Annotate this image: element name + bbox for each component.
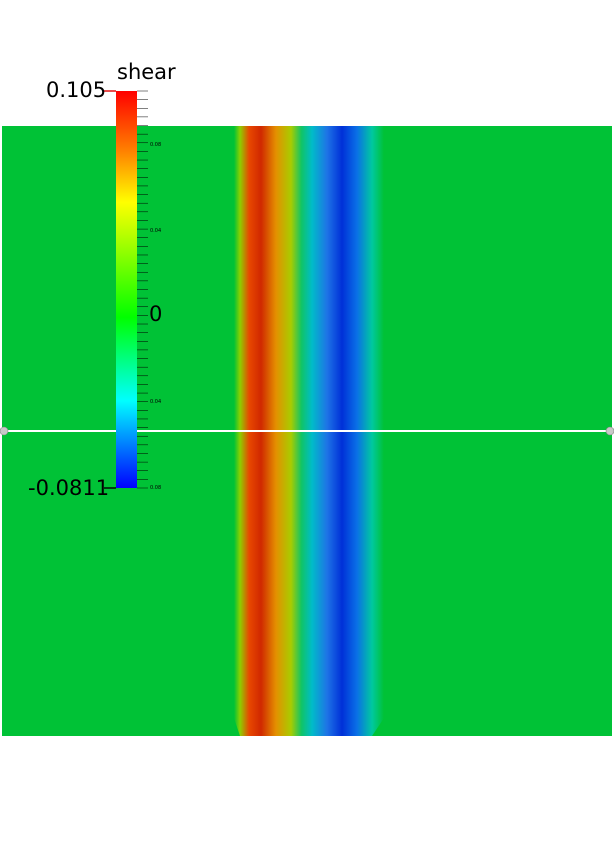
probe-handle-left[interactable]	[0, 426, 9, 436]
minor-tick-label: 0.04	[150, 228, 161, 234]
colorbar-gradient	[116, 91, 137, 488]
minor-tick-label: 0.04	[150, 399, 161, 405]
colorbar-zero-label: 0	[149, 302, 163, 326]
minor-tick-label: 0.08	[150, 142, 161, 148]
shear-band	[234, 126, 384, 718]
colorbar-max-label: 0.105	[46, 78, 107, 102]
colorbar-min-label: -0.0811	[28, 476, 110, 500]
shear-band-tail	[234, 718, 384, 736]
minor-tick-label: 0.08	[150, 485, 161, 491]
colorbar-ticks	[137, 90, 148, 489]
probe-handle-right[interactable]	[605, 426, 614, 436]
colorbar-title: shear	[117, 60, 176, 84]
